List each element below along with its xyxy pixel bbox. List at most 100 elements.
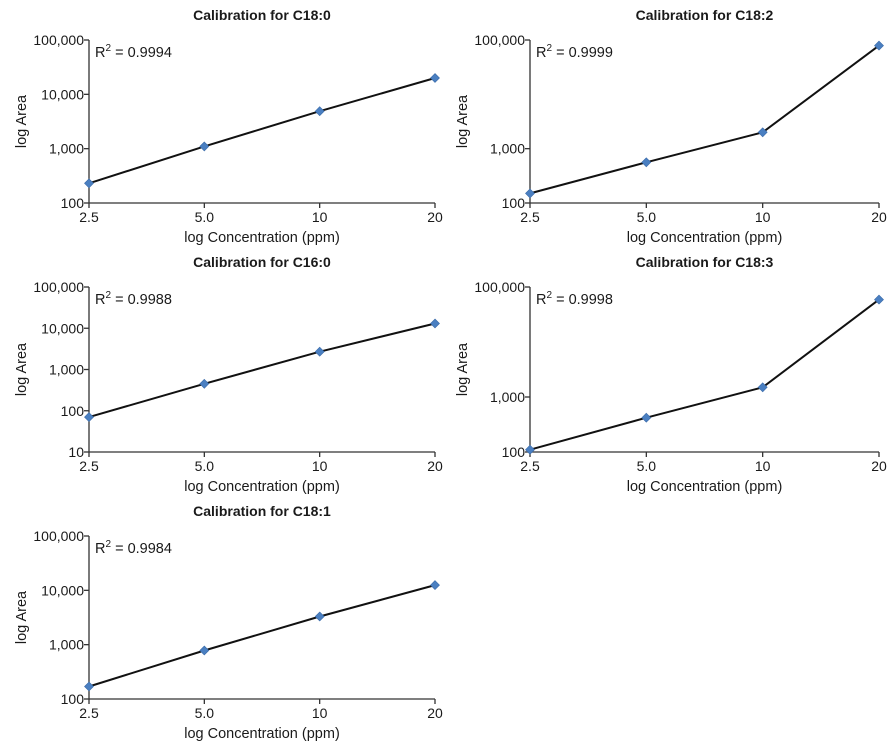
x-tick-label: 10	[312, 458, 328, 474]
data-point	[430, 318, 440, 329]
data-point	[314, 611, 325, 622]
y-tick-label: 10,000	[41, 86, 84, 102]
x-tick-label: 20	[427, 458, 443, 474]
y-tick-label: 1,000	[490, 389, 525, 405]
y-tick-label: 100,000	[33, 528, 84, 544]
x-tick-label: 20	[427, 209, 443, 225]
x-tick-label: 10	[755, 458, 771, 474]
y-tick-label: 100,000	[474, 32, 525, 48]
data-point	[525, 444, 535, 455]
x-tick-label: 5.0	[195, 705, 215, 721]
chart-title: Calibration for C18:2	[636, 7, 774, 23]
fit-line	[88, 322, 436, 419]
chart-title: Calibration for C16:0	[193, 254, 331, 270]
r-squared-value: = 0.9998	[552, 292, 613, 308]
y-axis-label: log Area	[14, 342, 30, 396]
x-tick-label: 2.5	[79, 458, 99, 474]
r-squared-superscript: 2	[105, 43, 111, 54]
data-point	[430, 580, 440, 591]
x-tick-label: 2.5	[520, 458, 540, 474]
x-tick-label: 10	[312, 705, 328, 721]
x-tick-label: 5.0	[195, 458, 215, 474]
fit-line	[529, 298, 880, 451]
data-point	[314, 346, 325, 357]
r-squared-superscript: 2	[105, 290, 111, 301]
r-squared-base: R	[95, 541, 105, 557]
r-squared-annotation: R2 = 0.9998	[536, 290, 613, 308]
data-point	[314, 106, 325, 117]
data-point	[757, 382, 768, 393]
r-squared-superscript: 2	[105, 539, 111, 550]
y-axis-label: log Area	[455, 94, 471, 148]
y-tick-label: 10,000	[41, 320, 84, 336]
x-tick-label: 5.0	[637, 458, 657, 474]
y-axis-label: log Area	[14, 590, 30, 644]
x-tick-label: 2.5	[79, 705, 99, 721]
r-squared-superscript: 2	[546, 43, 552, 54]
y-axis-label: log Area	[14, 94, 30, 148]
y-tick-label: 1,000	[490, 141, 525, 157]
r-squared-annotation: R2 = 0.9994	[95, 43, 172, 61]
x-axis-label: log Concentration (ppm)	[627, 479, 783, 495]
fit-line	[529, 44, 880, 195]
data-point	[641, 157, 652, 168]
y-tick-label: 100	[502, 195, 526, 211]
data-point	[199, 378, 210, 389]
y-tick-label: 100,000	[33, 279, 84, 295]
data-point	[199, 141, 210, 152]
y-tick-label: 100,000	[33, 32, 84, 48]
x-tick-label: 20	[871, 209, 887, 225]
r-squared-base: R	[95, 292, 105, 308]
x-tick-label: 2.5	[79, 209, 99, 225]
y-tick-label: 100	[61, 403, 85, 419]
y-axis-label: log Area	[455, 342, 471, 396]
r-squared-base: R	[536, 45, 546, 61]
r-squared-superscript: 2	[546, 290, 552, 301]
r-squared-value: = 0.9984	[111, 541, 172, 557]
chart-4: Calibration for C18:3 100 1,000 100,000 2.5 5…	[455, 254, 887, 495]
x-tick-label: 10	[312, 209, 328, 225]
r-squared-annotation: R2 = 0.9984	[95, 539, 172, 557]
data-point	[525, 188, 535, 199]
y-tick-label: 10,000	[41, 582, 84, 598]
chart-title: Calibration for C18:3	[636, 254, 774, 270]
chart-1: Calibration for C18:0 100 1,000 10,000 100,0…	[14, 7, 443, 246]
data-point	[199, 645, 210, 656]
fit-line	[88, 584, 436, 688]
x-axis-label: log Concentration (ppm)	[184, 726, 340, 742]
x-tick-label: 5.0	[637, 209, 657, 225]
y-tick-label: 1,000	[49, 141, 84, 157]
y-tick-label: 1,000	[49, 362, 84, 378]
y-tick-label: 10	[68, 444, 84, 460]
chart-3: Calibration for C16:0 10 100 1,000 10,000 100…	[14, 254, 443, 495]
r-squared-value: = 0.9988	[111, 292, 172, 308]
x-tick-label: 20	[427, 705, 443, 721]
r-squared-base: R	[95, 45, 105, 61]
y-tick-label: 100	[61, 691, 85, 707]
x-tick-label: 5.0	[195, 209, 215, 225]
chart-title: Calibration for C18:0	[193, 7, 331, 23]
chart-2: Calibration for C18:2 100 1,000 100,000 2.5 5…	[455, 7, 887, 246]
x-tick-label: 20	[871, 458, 887, 474]
x-tick-label: 2.5	[520, 209, 540, 225]
data-point	[430, 73, 440, 83]
data-point	[84, 681, 94, 692]
x-axis-label: log Concentration (ppm)	[184, 479, 340, 495]
fit-line	[88, 77, 436, 185]
y-tick-label: 100	[61, 195, 85, 211]
y-tick-label: 100	[502, 444, 526, 460]
chart-title: Calibration for C18:1	[193, 503, 331, 519]
data-point	[874, 294, 884, 305]
r-squared-annotation: R2 = 0.9988	[95, 290, 172, 308]
data-point	[84, 178, 94, 189]
data-point	[84, 412, 94, 423]
chart-5: Calibration for C18:1 100 1,000 10,000 100,0…	[14, 503, 443, 742]
data-point	[641, 412, 652, 423]
x-tick-label: 10	[755, 209, 771, 225]
y-tick-label: 100,000	[474, 279, 525, 295]
data-point	[757, 127, 768, 138]
data-point	[874, 40, 884, 51]
r-squared-annotation: R2 = 0.9999	[536, 43, 613, 61]
r-squared-value: = 0.9999	[552, 45, 613, 61]
